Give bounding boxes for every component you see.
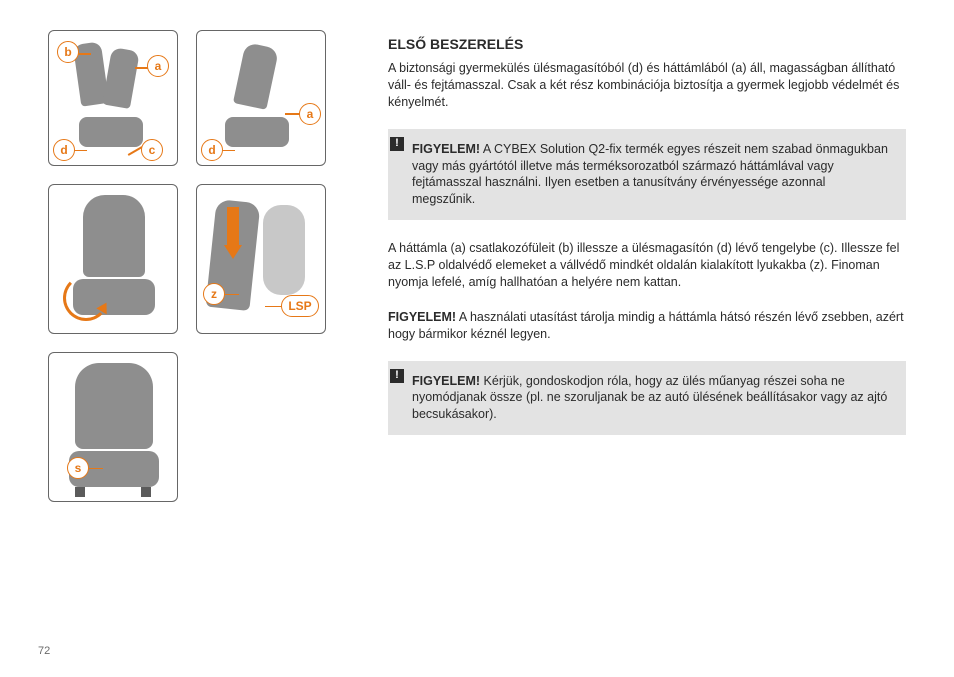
diagram-box-5: s [48, 352, 178, 502]
callout-z: z [203, 283, 225, 305]
callout-lsp: LSP [281, 295, 319, 317]
warning-icon: ! [390, 369, 404, 383]
callout-d: d [53, 139, 75, 161]
warning-box-3: ! FIGYELEM! Kérjük, gondoskodjon róla, h… [388, 361, 906, 436]
diagram-column: b a d c a d [48, 30, 348, 502]
diagram-box-1: b a d c [48, 30, 178, 166]
callout-s: s [67, 457, 89, 479]
warning2-label: FIGYELEM! [388, 310, 456, 324]
diagram-box-4: z LSP [196, 184, 326, 334]
warning1-label: FIGYELEM! [412, 142, 480, 156]
warning3-text: Kérjük, gondoskodjon róla, hogy az ülés … [412, 374, 887, 422]
warning2-text: A használati utasítást tárolja mindig a … [388, 310, 904, 341]
warning2-paragraph: FIGYELEM! A használati utasítást tárolja… [388, 309, 906, 343]
callout-c: c [141, 139, 163, 161]
callout-d2: d [201, 139, 223, 161]
diagram-box-3 [48, 184, 178, 334]
section-title: ELSŐ BESZERELÉS [388, 36, 906, 52]
intro-paragraph: A biztonsági gyermekülés ülésmagasítóból… [388, 60, 906, 111]
warning-icon: ! [390, 137, 404, 151]
diagram-box-2: a d [196, 30, 326, 166]
assembly-paragraph: A háttámla (a) csatlakozófüleit (b) ille… [388, 240, 906, 291]
warning-box-1: ! FIGYELEM! A CYBEX Solution Q2-fix term… [388, 129, 906, 221]
warning1-text: A CYBEX Solution Q2-fix termék egyes rés… [412, 142, 888, 207]
callout-a2: a [299, 103, 321, 125]
callout-a: a [147, 55, 169, 77]
text-column: ELSŐ BESZERELÉS A biztonsági gyermekülés… [388, 30, 906, 502]
page-number: 72 [38, 645, 50, 657]
callout-b: b [57, 41, 79, 63]
warning3-label: FIGYELEM! [412, 374, 480, 388]
